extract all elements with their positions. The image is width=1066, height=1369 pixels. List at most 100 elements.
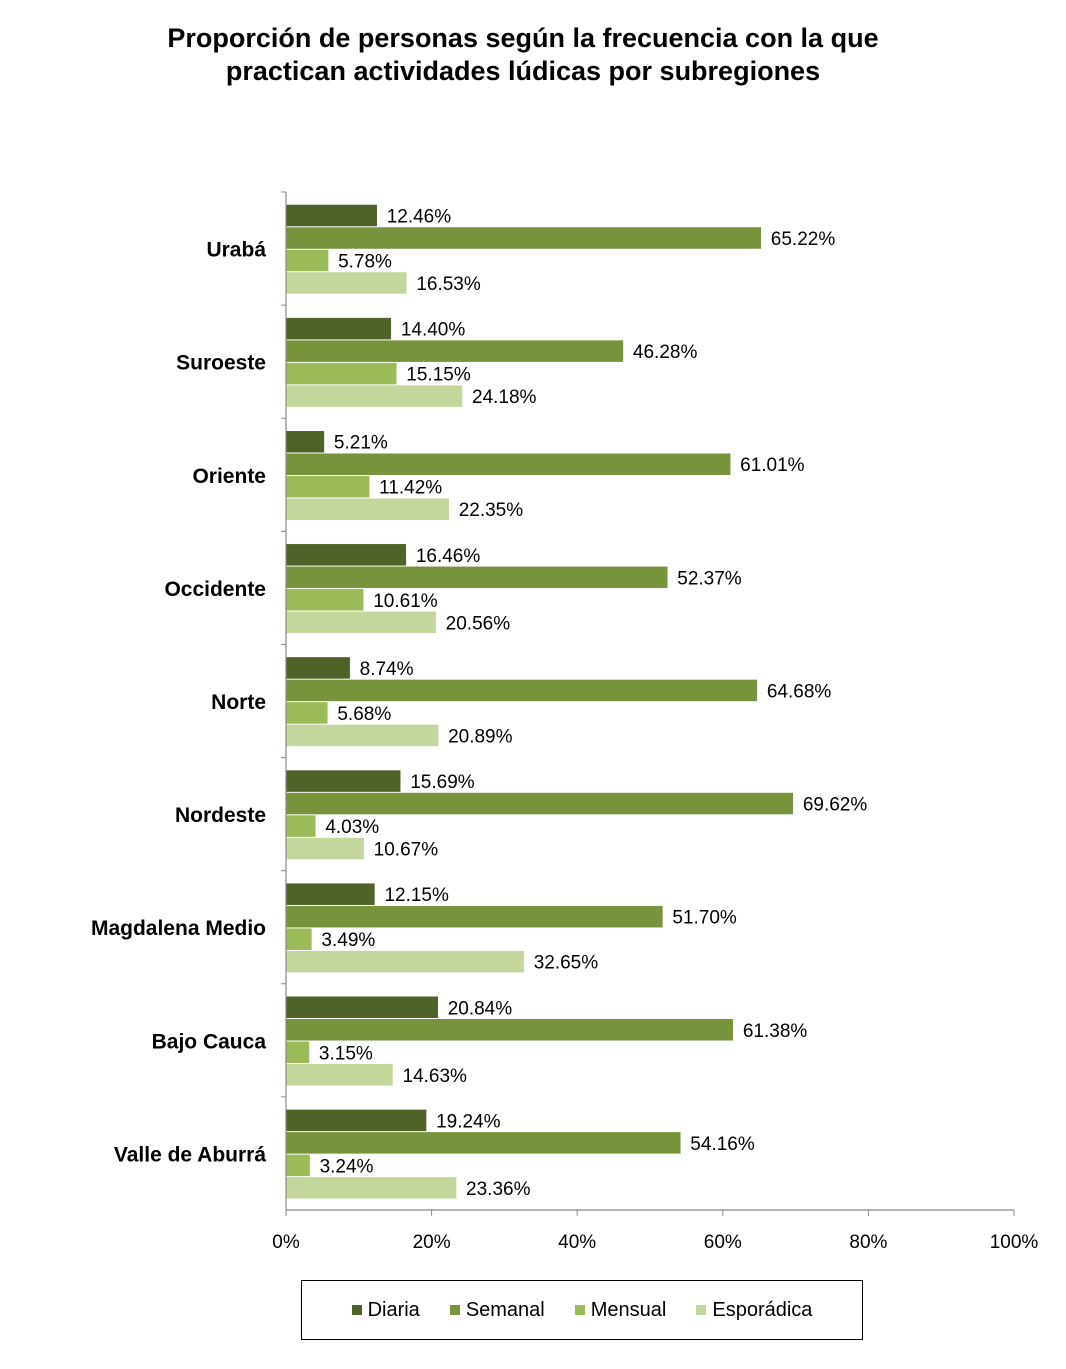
category-label-magdalena-medio: Magdalena Medio (91, 917, 266, 940)
data-label-oriente-diaria: 5.21% (334, 433, 388, 454)
bar-oriente-esporadica (285, 498, 449, 520)
bar-oriente-semanal (285, 453, 731, 475)
category-label-norte: Norte (211, 691, 266, 714)
data-label-norte-mensual: 5.68% (337, 704, 391, 725)
data-label-occidente-mensual: 10.61% (373, 591, 438, 612)
bar-suroeste-esporadica (285, 385, 463, 407)
legend-item-esporadica: Esporádica (696, 1299, 812, 1322)
bar-norte-diaria (285, 657, 350, 679)
category-label-valle-de-aburra: Valle de Aburrá (114, 1143, 266, 1166)
legend-swatch-diaria (351, 1305, 362, 1315)
data-label-valle-de-aburra-mensual: 3.24% (320, 1156, 374, 1177)
data-label-uraba-mensual: 5.78% (338, 252, 392, 273)
x-tick-label-3: 60% (704, 1232, 742, 1253)
bar-uraba-esporadica (285, 272, 407, 294)
chart-legend: Diaria Semanal Mensual Esporádica (301, 1280, 863, 1340)
data-label-occidente-semanal: 52.37% (677, 568, 742, 589)
chart-title: Proporción de personas según la frecuenc… (0, 22, 1046, 88)
bar-valle-de-aburra-mensual (285, 1154, 310, 1177)
chart-title-line-1: Proporción de personas según la frecuenc… (167, 23, 879, 53)
data-label-uraba-diaria: 12.46% (387, 207, 452, 228)
category-label-occidente: Occidente (164, 578, 266, 601)
bar-magdalena-medio-semanal (285, 905, 663, 928)
legend-label-esporadica: Esporádica (712, 1298, 813, 1321)
x-tick-label-0: 0% (272, 1232, 300, 1253)
data-label-magdalena-medio-esporadica: 32.65% (534, 953, 599, 974)
legend-item-semanal: Semanal (449, 1298, 545, 1322)
data-label-norte-esporadica: 20.89% (448, 726, 513, 747)
data-label-nordeste-mensual: 4.03% (325, 817, 379, 838)
bar-bajo-cauca-esporadica (285, 1064, 393, 1086)
category-label-suroeste: Suroeste (176, 352, 266, 375)
bar-bajo-cauca-semanal (285, 1019, 734, 1041)
bar-suroeste-diaria (285, 317, 392, 340)
data-label-oriente-mensual: 11.42% (379, 478, 442, 499)
data-label-bajo-cauca-mensual: 3.15% (319, 1043, 373, 1064)
data-label-magdalena-medio-semanal: 51.70% (672, 908, 737, 929)
bar-occidente-semanal (285, 566, 668, 589)
bar-bajo-cauca-diaria (285, 996, 438, 1019)
data-label-suroeste-mensual: 15.15% (406, 365, 471, 386)
x-tick-label-5: 100% (990, 1232, 1039, 1253)
bar-uraba-mensual (285, 249, 329, 272)
data-label-bajo-cauca-semanal: 61.38% (743, 1021, 808, 1042)
legend-item-diaria: Diaria (351, 1298, 420, 1322)
data-label-magdalena-medio-mensual: 3.49% (321, 930, 375, 951)
data-label-bajo-cauca-diaria: 20.84% (448, 998, 513, 1019)
data-label-oriente-esporadica: 22.35% (459, 500, 524, 521)
bar-oriente-mensual (285, 475, 370, 498)
bar-magdalena-medio-mensual (285, 928, 312, 950)
data-label-uraba-esporadica: 16.53% (416, 274, 481, 295)
bar-suroeste-semanal (285, 340, 624, 362)
data-label-magdalena-medio-diaria: 12.15% (384, 885, 449, 906)
x-tick-label-1: 20% (413, 1232, 451, 1253)
bar-magdalena-medio-esporadica (285, 950, 524, 973)
chart-title-line-2: practican actividades lúdicas por subreg… (225, 56, 821, 86)
bar-uraba-semanal (285, 227, 762, 249)
data-label-suroeste-diaria: 14.40% (401, 320, 466, 341)
data-label-occidente-diaria: 16.46% (416, 546, 481, 567)
category-label-nordeste: Nordeste (175, 804, 266, 827)
bar-nordeste-semanal (285, 792, 794, 815)
data-label-occidente-esporadica: 20.56% (446, 613, 511, 634)
bar-nordeste-diaria (285, 770, 401, 792)
data-label-nordeste-semanal: 69.62% (803, 795, 868, 816)
x-tick-label-2: 40% (558, 1232, 596, 1253)
bar-norte-mensual (285, 702, 328, 724)
data-label-suroeste-esporadica: 24.18% (472, 387, 537, 408)
data-label-bajo-cauca-esporadica: 14.63% (403, 1066, 468, 1087)
category-label-bajo-cauca: Bajo Cauca (152, 1030, 267, 1053)
data-label-valle-de-aburra-diaria: 19.24% (436, 1111, 501, 1132)
bar-valle-de-aburra-semanal (285, 1132, 681, 1154)
bar-occidente-mensual (285, 589, 364, 611)
legend-swatch-esporadica (696, 1305, 707, 1315)
bar-suroeste-mensual (285, 362, 397, 385)
bar-nordeste-mensual (285, 815, 316, 837)
bar-bajo-cauca-mensual (285, 1041, 310, 1064)
category-label-uraba: Urabá (206, 239, 266, 262)
legend-item-mensual: Mensual (574, 1298, 667, 1322)
bar-oriente-diaria (285, 430, 325, 453)
data-label-norte-diaria: 8.74% (360, 659, 414, 680)
data-label-oriente-semanal: 61.01% (740, 455, 805, 476)
bar-nordeste-esporadica (285, 837, 364, 860)
bar-norte-semanal (285, 679, 758, 702)
data-label-valle-de-aburra-semanal: 54.16% (690, 1134, 755, 1155)
legend-label-semanal: Semanal (465, 1298, 545, 1321)
legend-label-mensual: Mensual (590, 1298, 667, 1321)
data-label-suroeste-semanal: 46.28% (633, 342, 698, 363)
bar-occidente-diaria (285, 544, 407, 566)
x-tick-label-4: 80% (849, 1232, 887, 1253)
data-label-nordeste-esporadica: 10.67% (374, 840, 439, 861)
data-label-norte-semanal: 64.68% (767, 681, 832, 702)
bar-magdalena-medio-diaria (285, 883, 375, 905)
bar-valle-de-aburra-esporadica (285, 1177, 457, 1199)
category-label-oriente: Oriente (192, 465, 266, 488)
bar-occidente-esporadica (285, 611, 436, 634)
bar-uraba-diaria (285, 204, 377, 227)
data-label-uraba-semanal: 65.22% (771, 229, 836, 250)
bar-valle-de-aburra-diaria (285, 1109, 427, 1132)
legend-label-diaria: Diaria (367, 1298, 420, 1321)
data-label-valle-de-aburra-esporadica: 23.36% (466, 1179, 531, 1200)
